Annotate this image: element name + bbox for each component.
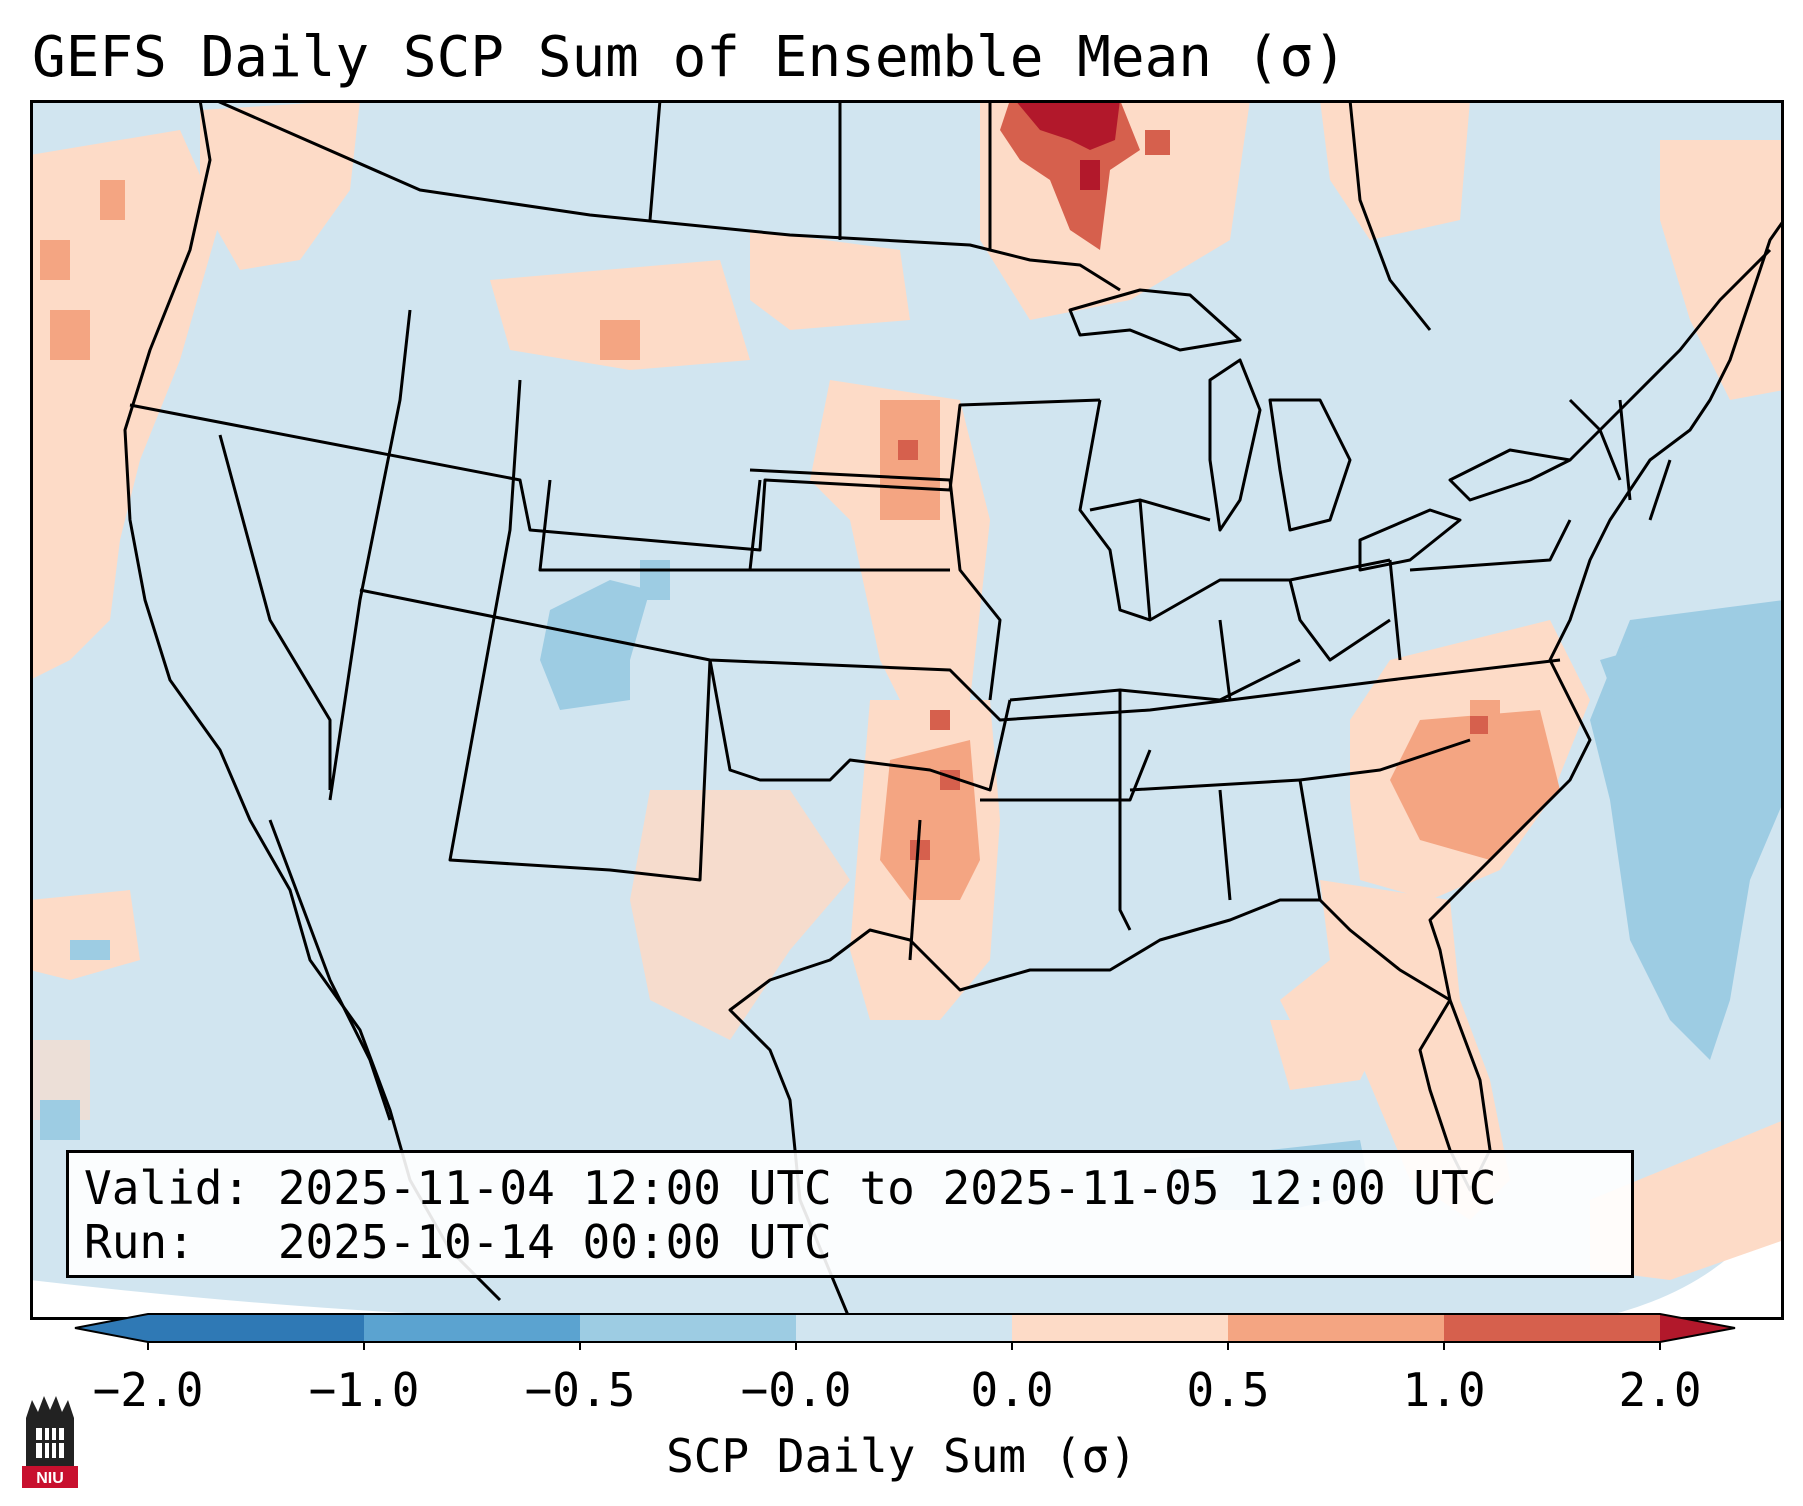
coastlines-borders	[123, 100, 1784, 1320]
colorbar-high-extend	[1660, 1314, 1735, 1342]
anomaly-southeast	[1280, 880, 1510, 1220]
colorbar-seg-3	[796, 1314, 1012, 1342]
colorbar	[74, 1313, 1736, 1350]
valid-info-box: Valid: 2025-11-04 12:00 UTC to 2025-11-0…	[66, 1150, 1634, 1278]
outside-domain-corner-right	[1590, 1190, 1784, 1320]
colorbar-seg-1	[364, 1314, 580, 1342]
colorbar-tick-label: −1.0	[308, 1363, 420, 1417]
us-east-coastline	[1428, 219, 1784, 1001]
colorbar-seg-0	[148, 1314, 364, 1342]
great-lakes	[1068, 288, 1242, 352]
colorbar-tick-label: 1.0	[1402, 1363, 1486, 1417]
us-west-coastline	[123, 100, 502, 1302]
colorbar-low-extend	[75, 1314, 148, 1342]
colorbar-seg-4	[1012, 1314, 1228, 1342]
niu-logo: NIU	[22, 1396, 78, 1488]
colorbar-tick-label: 0.5	[1186, 1363, 1270, 1417]
colorbar-tick-label: −2.0	[92, 1363, 204, 1417]
logo-text: NIU	[36, 1470, 64, 1487]
colorbar-seg-6	[1444, 1314, 1660, 1342]
colorbar-tick-label: 0.0	[970, 1363, 1054, 1417]
map-title: GEFS Daily SCP Sum of Ensemble Mean (σ)	[32, 25, 1347, 90]
valid-time-line: Valid: 2025-11-04 12:00 UTC to 2025-11-0…	[84, 1161, 1497, 1215]
anomaly-pacific-northwest	[30, 130, 220, 680]
outside-domain-corner	[30, 1280, 590, 1320]
map-panel	[30, 100, 1784, 1320]
run-time-line: Run: 2025-10-14 00:00 UTC	[84, 1215, 832, 1269]
canada-us-border	[214, 100, 1121, 292]
state-boundaries	[129, 398, 1101, 552]
colorbar-tick-label: 2.0	[1618, 1363, 1702, 1417]
colorbar-tick-label: −0.0	[740, 1363, 852, 1417]
anomaly-colorado	[540, 580, 650, 710]
colorbar-tick-label: −0.5	[524, 1363, 636, 1417]
colorbar-seg-2	[580, 1314, 796, 1342]
anomaly-central-plains	[810, 380, 990, 720]
colorbar-label: SCP Daily Sum (σ)	[666, 1429, 1137, 1483]
colorbar-seg-5	[1228, 1314, 1444, 1342]
